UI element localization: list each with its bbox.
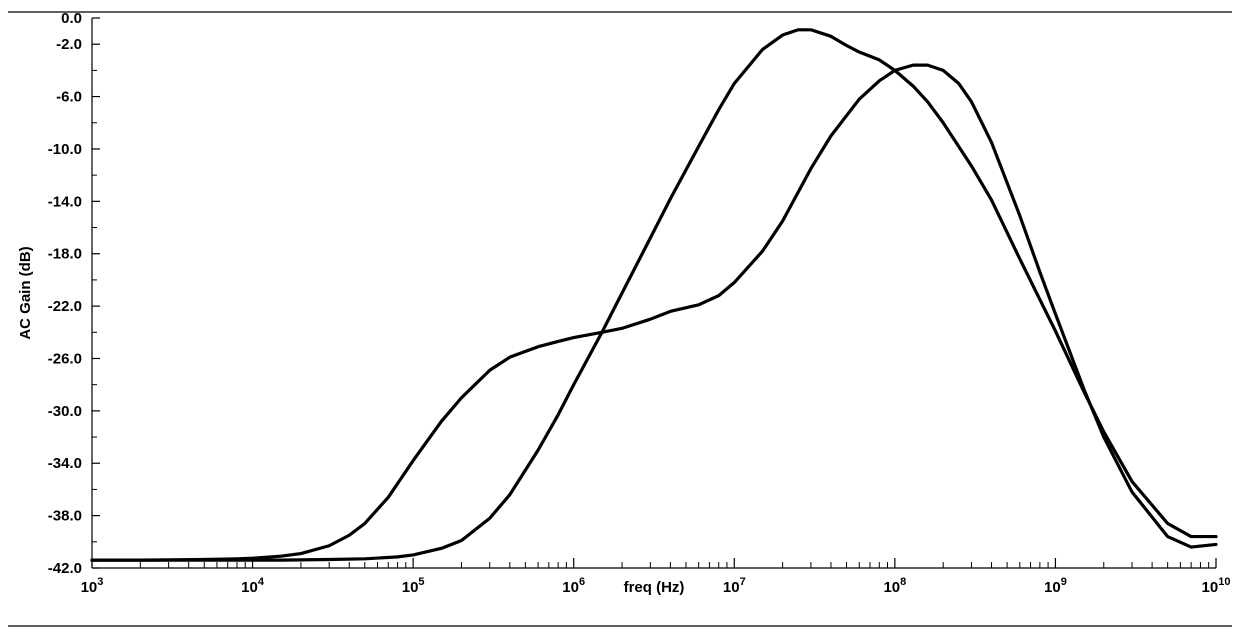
svg-text:105: 105	[402, 576, 425, 596]
svg-text:106: 106	[562, 576, 585, 596]
svg-text:-22.0: -22.0	[48, 298, 82, 315]
svg-text:108: 108	[883, 576, 906, 596]
svg-text:-6.0: -6.0	[56, 89, 82, 106]
svg-text:-38.0: -38.0	[48, 508, 82, 525]
chart-svg: 0.0 -2.0 -6.0 -10.0 -14.0 -18.0 -22.0 -26.0 -30.…	[0, 0, 1240, 634]
svg-text:1010: 1010	[1202, 576, 1231, 596]
svg-text:-18.0: -18.0	[48, 246, 82, 263]
svg-text:-34.0: -34.0	[48, 455, 82, 472]
svg-text:-2.0: -2.0	[56, 36, 82, 53]
svg-text:107: 107	[723, 576, 746, 596]
svg-text:-30.0: -30.0	[48, 403, 82, 420]
svg-text:-26.0: -26.0	[48, 350, 82, 367]
y-axis-label: AC Gain (dB)	[17, 246, 34, 339]
x-axis-label: freq (Hz)	[624, 579, 685, 596]
svg-text:104: 104	[241, 576, 265, 596]
svg-text:-42.0: -42.0	[48, 560, 82, 577]
svg-text:0.0: 0.0	[61, 10, 82, 27]
svg-text:109: 109	[1044, 576, 1067, 596]
svg-text:-14.0: -14.0	[48, 193, 82, 210]
svg-text:103: 103	[81, 576, 104, 596]
svg-text:-10.0: -10.0	[48, 141, 82, 158]
ac-gain-chart: 0.0 -2.0 -6.0 -10.0 -14.0 -18.0 -22.0 -26.0 -30.…	[0, 0, 1240, 634]
